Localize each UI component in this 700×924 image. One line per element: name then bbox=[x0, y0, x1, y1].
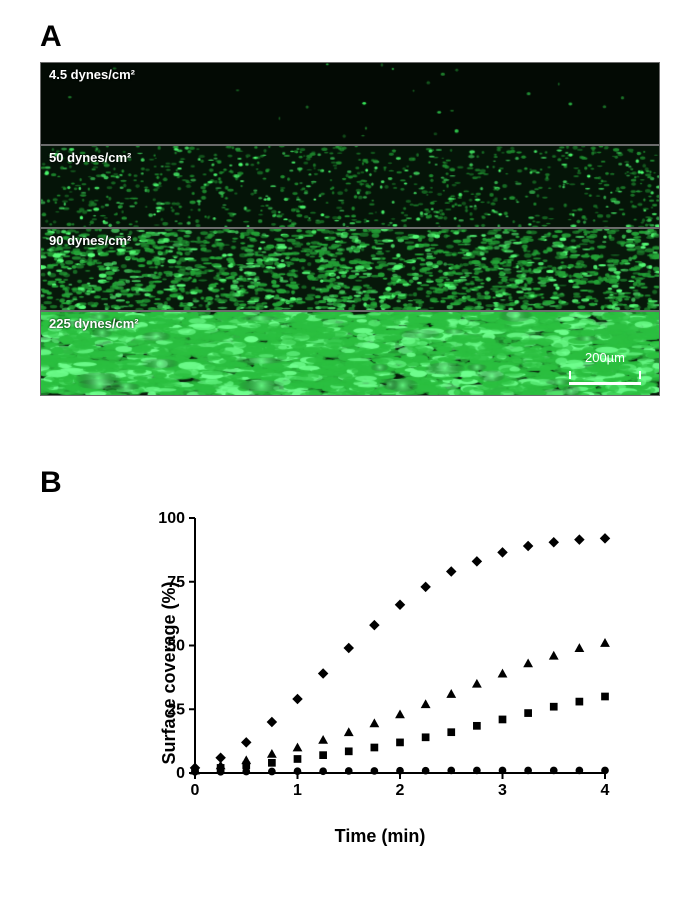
micrograph-row: 50 dynes/cm² bbox=[41, 146, 659, 229]
data-point bbox=[292, 694, 303, 705]
data-point bbox=[396, 739, 404, 747]
micrograph-row: 4.5 dynes/cm² bbox=[41, 63, 659, 146]
data-point bbox=[523, 658, 533, 667]
data-point bbox=[345, 747, 353, 755]
data-point bbox=[524, 767, 532, 775]
x-axis-label: Time (min) bbox=[140, 826, 620, 847]
data-point bbox=[499, 716, 507, 724]
data-point bbox=[241, 755, 251, 764]
micrograph-caption: 4.5 dynes/cm² bbox=[49, 67, 135, 82]
data-point bbox=[268, 759, 276, 767]
data-point bbox=[446, 689, 456, 698]
data-point bbox=[293, 743, 303, 752]
data-point bbox=[447, 728, 455, 736]
data-point bbox=[371, 744, 379, 752]
panel-a-label: A bbox=[40, 20, 660, 54]
data-point bbox=[497, 547, 508, 558]
panel-b-label: B bbox=[40, 466, 660, 500]
data-point bbox=[472, 556, 483, 567]
data-point bbox=[549, 537, 560, 548]
scale-bar-label: 200µm bbox=[569, 350, 641, 365]
data-point bbox=[600, 638, 610, 647]
data-point bbox=[421, 699, 431, 708]
data-point bbox=[523, 541, 534, 552]
data-point bbox=[601, 693, 609, 701]
data-point bbox=[369, 620, 380, 631]
x-tick-label: 2 bbox=[396, 782, 405, 799]
data-point bbox=[318, 735, 328, 744]
data-point bbox=[524, 709, 532, 717]
micrograph-canvas bbox=[41, 229, 659, 310]
scale-bar-line bbox=[569, 382, 641, 385]
data-point bbox=[498, 669, 508, 678]
data-point bbox=[371, 767, 379, 775]
data-point bbox=[345, 767, 353, 775]
data-point bbox=[344, 727, 354, 736]
scale-bar: 200µm bbox=[569, 350, 641, 385]
data-point bbox=[422, 733, 430, 741]
data-point bbox=[472, 679, 482, 688]
data-point bbox=[319, 767, 327, 775]
data-point bbox=[344, 643, 355, 654]
data-point bbox=[499, 767, 507, 775]
data-point bbox=[574, 643, 584, 652]
micrograph-row: 90 dynes/cm² bbox=[41, 229, 659, 312]
x-tick-label: 0 bbox=[191, 782, 200, 799]
data-point bbox=[268, 768, 276, 776]
data-point bbox=[601, 767, 609, 775]
figure-root: A 4.5 dynes/cm² 50 dynes/cm² 90 dynes/cm² 2… bbox=[0, 0, 700, 924]
micrograph-canvas bbox=[41, 146, 659, 227]
data-point bbox=[574, 534, 585, 545]
data-point bbox=[294, 767, 302, 775]
micrograph-row: 225 dynes/cm² 200µm bbox=[41, 312, 659, 395]
data-point bbox=[267, 717, 278, 728]
data-point bbox=[447, 767, 455, 775]
micrograph-caption: 90 dynes/cm² bbox=[49, 233, 131, 248]
data-point bbox=[319, 751, 327, 759]
micrograph-caption: 225 dynes/cm² bbox=[49, 316, 139, 331]
data-point bbox=[549, 651, 559, 660]
data-point bbox=[215, 752, 226, 763]
data-point bbox=[241, 737, 252, 748]
data-point bbox=[318, 668, 329, 679]
data-point bbox=[395, 599, 406, 610]
y-tick-label: 100 bbox=[158, 510, 185, 527]
data-point bbox=[576, 698, 584, 706]
panel-b: B Surface coverage (%) 025507510001234 T… bbox=[40, 466, 660, 838]
data-point bbox=[420, 582, 431, 593]
data-point bbox=[576, 767, 584, 775]
micrograph-caption: 50 dynes/cm² bbox=[49, 150, 131, 165]
data-point bbox=[473, 767, 481, 775]
data-point bbox=[446, 566, 457, 577]
data-point bbox=[422, 767, 430, 775]
data-point bbox=[550, 703, 558, 711]
data-point bbox=[267, 749, 277, 758]
scale-bar-tick bbox=[569, 371, 641, 379]
y-tick-label: 0 bbox=[176, 765, 185, 782]
data-point bbox=[369, 718, 379, 727]
x-tick-label: 4 bbox=[601, 782, 610, 799]
data-point bbox=[395, 709, 405, 718]
data-point bbox=[600, 533, 611, 544]
y-axis-label: Surface coverage (%) bbox=[159, 581, 180, 764]
x-tick-label: 1 bbox=[293, 782, 302, 799]
chart-svg: 025507510001234 bbox=[140, 508, 620, 808]
x-tick-label: 3 bbox=[498, 782, 507, 799]
data-point bbox=[473, 722, 481, 730]
coverage-chart: Surface coverage (%) 025507510001234 Tim… bbox=[140, 508, 620, 838]
data-point bbox=[396, 767, 404, 775]
micrograph-stack: 4.5 dynes/cm² 50 dynes/cm² 90 dynes/cm² 225… bbox=[40, 62, 660, 396]
data-point bbox=[294, 755, 302, 763]
data-point bbox=[550, 767, 558, 775]
